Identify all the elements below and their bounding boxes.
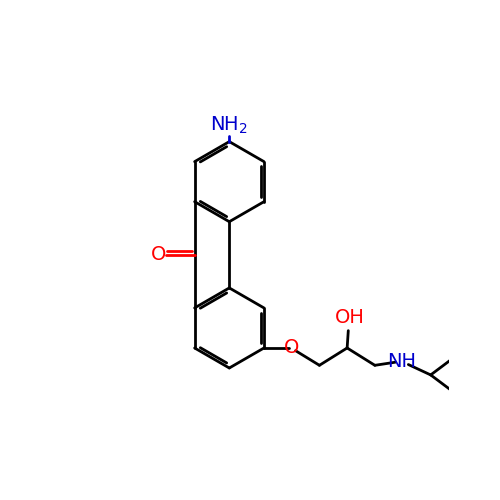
Text: O: O <box>284 338 300 357</box>
Text: NH: NH <box>388 352 416 371</box>
Text: O: O <box>151 246 166 264</box>
Text: NH$_2$: NH$_2$ <box>210 114 248 136</box>
Text: OH: OH <box>336 308 365 327</box>
